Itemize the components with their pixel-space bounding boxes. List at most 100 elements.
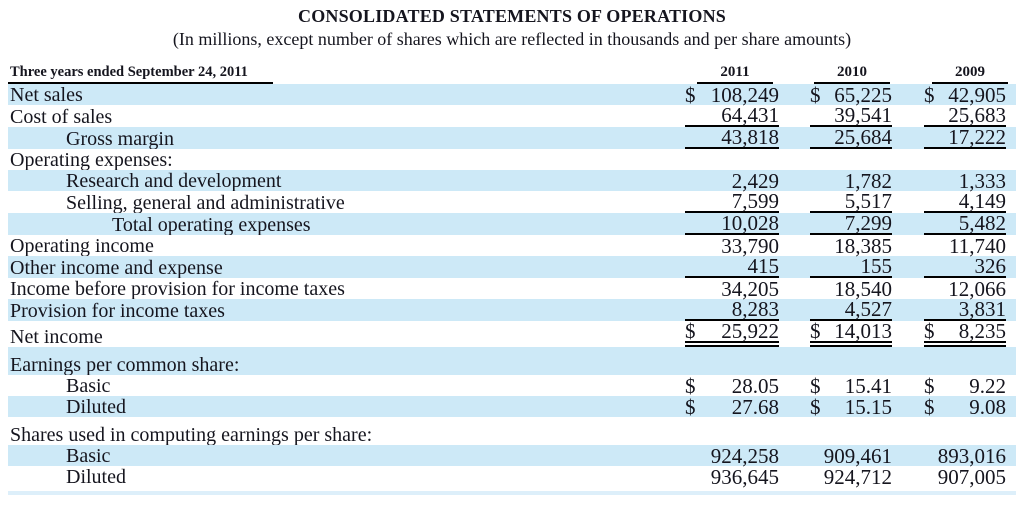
value-text: 1,782 — [844, 169, 892, 193]
row-label: Cost of sales — [10, 106, 113, 127]
row-label: Provision for income taxes — [8, 299, 664, 321]
row-value-cell — [781, 417, 898, 445]
value-text: 25,683 — [948, 103, 1006, 127]
table-row: Basic 924,258 909,461 893,016 — [8, 444, 1016, 468]
value-text: 2,429 — [731, 169, 779, 193]
value-text: 27.68 — [731, 395, 779, 419]
value-text: 4,149 — [958, 189, 1006, 213]
row-value-cell — [898, 417, 1016, 445]
dollar-sign: $ — [924, 319, 935, 343]
period-header-cell: Three years ended September 24, 2011 — [8, 61, 664, 84]
statement-subtitle: (In millions, except number of shares wh… — [172, 29, 852, 49]
year-column-2011: 2011 — [664, 61, 781, 84]
value-text: 893,016 — [937, 444, 1006, 468]
row-value-cell: 25,684 — [781, 127, 898, 149]
row-value-cell: 3,831 — [898, 299, 1016, 321]
row-value-cell: $8,235 — [898, 321, 1016, 347]
value-text: 34,205 — [721, 277, 779, 301]
row-value-cell: 924,712 — [781, 466, 898, 488]
value-text: 25,684 — [834, 125, 892, 149]
row-value-cell: 4,149 — [898, 191, 1016, 213]
table-row: Cost of sales 64,431 39,541 25,683 — [8, 105, 1016, 127]
value-text: 5,517 — [844, 189, 892, 213]
table-row: Net sales $108,249 $65,225 $42,905 — [8, 83, 1016, 107]
row-value-cell: $28.05 — [664, 374, 781, 398]
table-row: Research and development 2,429 1,782 1,333 — [8, 169, 1016, 193]
year-header: 2011 — [697, 63, 773, 84]
row-value-cell: 936,645 — [664, 465, 781, 489]
year-column-2010: 2010 — [781, 61, 898, 84]
row-label: Income before provision for income taxes — [10, 278, 345, 299]
row-value-cell: 25,683 — [898, 105, 1016, 127]
row-value-cell: 18,385 — [781, 235, 898, 257]
row-value-cell: 5,482 — [898, 213, 1016, 235]
row-label: Diluted — [66, 466, 126, 487]
row-value-cell: 33,790 — [664, 235, 781, 257]
value-text: 18,540 — [834, 277, 892, 301]
value-text: 924,258 — [710, 444, 779, 468]
dollar-sign: $ — [685, 374, 696, 398]
row-label: Shares used in computing earnings per sh… — [10, 424, 373, 445]
value-text: 65,225 — [834, 83, 892, 107]
row-value-cell: $15.15 — [781, 395, 898, 419]
value-text: 155 — [860, 254, 893, 278]
row-value-cell: $14,013 — [781, 321, 898, 347]
table-header: Three years ended September 24, 2011 201… — [8, 61, 1016, 84]
dollar-sign: $ — [810, 395, 821, 419]
row-value-cell: 34,205 — [664, 277, 781, 301]
value-text: 326 — [974, 254, 1007, 278]
row-label: Research and development — [8, 170, 664, 191]
row-value-cell: 12,066 — [898, 277, 1016, 301]
row-value-cell — [898, 149, 1016, 170]
table-row: Basic $28.05 $15.41 $9.22 — [8, 374, 1016, 398]
value-text: 64,431 — [721, 103, 779, 127]
value-text: 7,599 — [731, 189, 779, 213]
dollar-sign: $ — [924, 395, 935, 419]
table-row: Income before provision for income taxes… — [8, 277, 1016, 301]
table-row: Gross margin 43,818 25,684 17,222 — [8, 127, 1016, 149]
value-text: 936,645 — [710, 465, 779, 489]
value-text: 8,283 — [731, 297, 779, 321]
value-text: 43,818 — [721, 125, 779, 149]
row-label: Other income and expense — [8, 256, 664, 278]
value-text: 12,066 — [948, 277, 1006, 301]
period-header: Three years ended September 24, 2011 — [8, 63, 273, 84]
table-row: Selling, general and administrative 7,599… — [8, 191, 1016, 213]
row-label: Net income — [10, 326, 103, 347]
value-text: 9.08 — [969, 395, 1006, 419]
value-text: 108,249 — [710, 83, 779, 107]
value-text: 17,222 — [948, 125, 1006, 149]
row-label: Operating income — [10, 235, 154, 256]
row-value-cell: 4,527 — [781, 299, 898, 321]
value-text: 39,541 — [834, 103, 892, 127]
statement-title: CONSOLIDATED STATEMENTS OF OPERATIONS — [298, 6, 726, 26]
row-label: Diluted — [8, 396, 664, 417]
row-value-cell — [781, 149, 898, 170]
value-text: 10,028 — [721, 211, 779, 235]
dollar-sign: $ — [924, 374, 935, 398]
year-column-2009: 2009 — [898, 61, 1016, 84]
row-label: Net sales — [8, 84, 664, 105]
row-value-cell: $15.41 — [781, 375, 898, 397]
row-value-cell — [664, 417, 781, 445]
dollar-sign: $ — [924, 83, 935, 107]
row-value-cell: 1,333 — [898, 170, 1016, 192]
year-header: 2009 — [932, 63, 1008, 84]
row-value-cell: 64,431 — [664, 105, 781, 127]
value-text: 7,299 — [844, 211, 892, 235]
row-value-cell — [664, 347, 781, 375]
table-row: Operating income 33,790 18,385 11,740 — [8, 235, 1016, 257]
year-header: 2010 — [814, 63, 890, 84]
row-label: Gross margin — [8, 127, 664, 149]
row-value-cell: 155 — [781, 256, 898, 278]
dollar-sign: $ — [810, 83, 821, 107]
row-value-cell: $9.08 — [898, 395, 1016, 419]
row-label: Earnings per common share: — [8, 347, 664, 375]
row-label: Basic — [8, 445, 664, 466]
value-text: 15.15 — [844, 395, 892, 419]
table-row: Net income $25,922 $14,013 $8,235 — [8, 321, 1016, 347]
table-row: Provision for income taxes 8,283 4,527 3,83… — [8, 299, 1016, 321]
row-value-cell: 11,740 — [898, 235, 1016, 257]
table-row: Diluted $27.68 $15.15 $9.08 — [8, 395, 1016, 419]
dollar-sign: $ — [810, 319, 821, 343]
